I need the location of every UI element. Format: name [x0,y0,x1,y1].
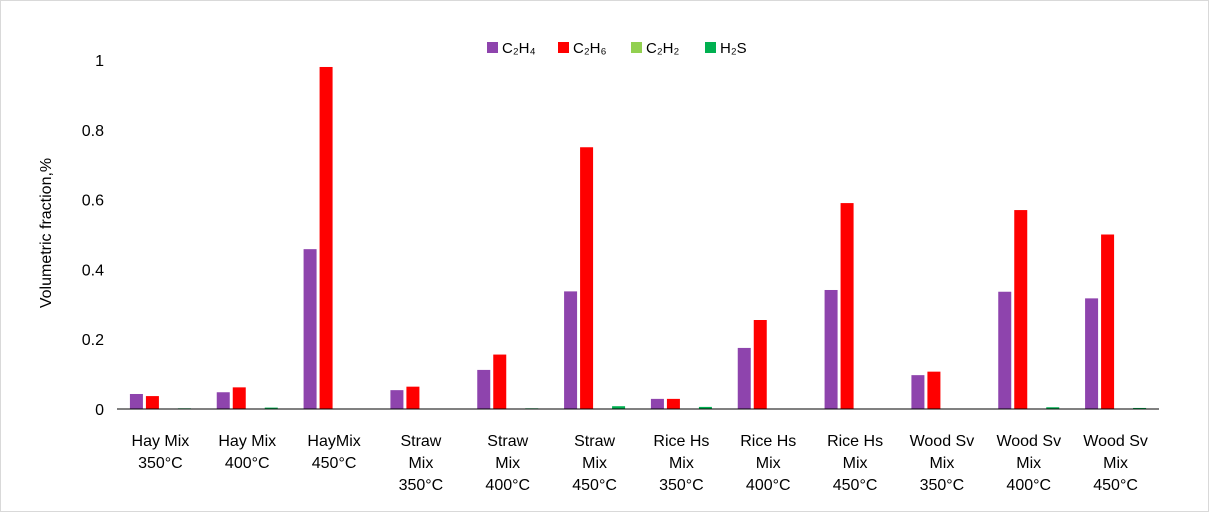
legend-label: C₂H₂ [646,40,679,57]
bar [477,370,490,409]
legend-label: H₂S [720,40,747,57]
y-axis-ticks: 0 0.2 0.4 0.6 0.8 1 [82,53,104,419]
bar [1014,210,1027,409]
y-tick-label: 0.2 [82,332,104,349]
legend-label: C₂H₆ [573,40,607,57]
bar [406,387,419,409]
bar [927,372,940,409]
bar [841,203,854,409]
bar [390,390,403,409]
y-tick-label: 0.8 [82,123,104,140]
bar [738,348,751,409]
bar [754,320,767,409]
y-tick-label: 0 [95,402,104,419]
bar [1101,235,1114,410]
bar [146,396,159,409]
bar [233,387,246,409]
legend-swatch [487,42,498,53]
bar [825,290,838,409]
bar [320,67,333,409]
bar [667,399,680,409]
y-tick-label: 0.6 [82,193,104,210]
y-tick-label: 1 [95,53,104,70]
bar [998,292,1011,409]
bar [564,291,577,409]
bar [130,394,143,409]
y-axis-label: Volumetric fraction,% [38,158,55,308]
legend-swatch [558,42,569,53]
bar [217,392,230,409]
bar [493,355,506,409]
legend-swatch [631,42,642,53]
legend: C₂H₄ C₂H₆ C₂H₂ H₂S [487,40,747,57]
bar [580,147,593,409]
bar [1085,298,1098,409]
y-tick-label: 0.4 [82,262,104,279]
legend-label: C₂H₄ [502,40,536,57]
bar [911,375,924,409]
bar [651,399,664,409]
legend-swatch [705,42,716,53]
bar [304,249,317,409]
bars [130,67,1146,409]
